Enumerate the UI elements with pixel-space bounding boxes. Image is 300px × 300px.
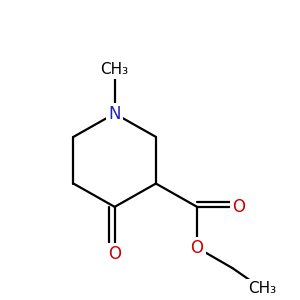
Text: O: O bbox=[190, 239, 204, 257]
Text: O: O bbox=[108, 244, 121, 262]
Text: N: N bbox=[108, 105, 121, 123]
Text: CH₃: CH₃ bbox=[100, 62, 129, 77]
Text: CH₃: CH₃ bbox=[248, 281, 276, 296]
Text: O: O bbox=[232, 198, 245, 216]
